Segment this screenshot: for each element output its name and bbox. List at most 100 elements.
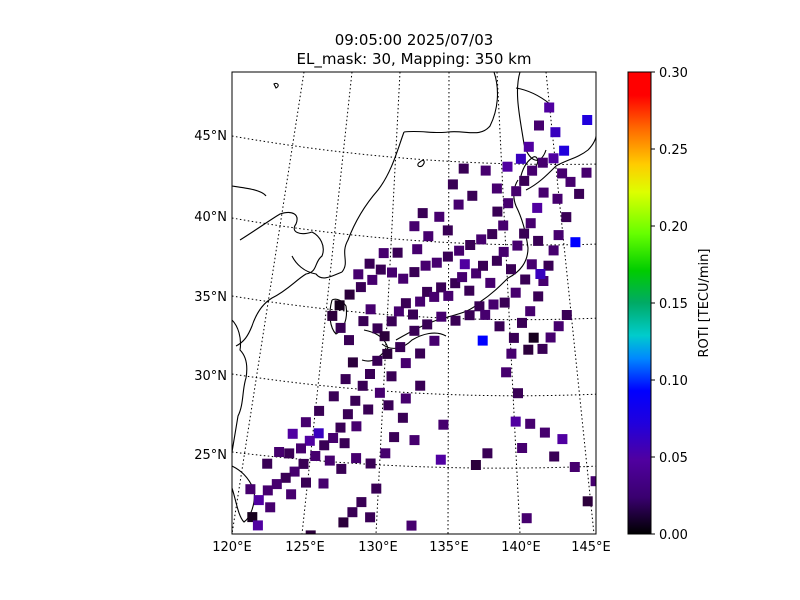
roti-point [510,416,521,427]
roti-point [262,485,273,496]
roti-point [550,127,561,138]
roti-point [474,301,485,312]
roti-point [417,208,428,219]
roti-point [487,229,498,240]
roti-point [245,484,256,495]
roti-point [347,357,358,368]
roti-point [252,520,263,531]
roti-point [492,206,503,217]
roti-point [517,317,527,328]
roti-point [533,235,544,246]
roti-point [581,167,592,178]
roti-point [561,212,572,223]
roti-point [523,141,534,152]
roti-point [305,530,316,534]
roti-point [412,244,423,255]
roti-point [438,419,449,430]
roti-point [527,165,538,176]
roti-point [318,478,329,489]
roti-point [548,153,559,164]
roti-point [480,165,491,176]
roti-point [367,274,378,285]
roti-point [363,404,374,415]
colorbar: 0.00 0.05 0.10 0.15 0.20 0.25 0.30 ROTI … [627,66,712,543]
roti-point [286,489,297,500]
roti-point [339,438,350,449]
roti-point [395,342,406,353]
roti-point [434,211,445,222]
colorbar-tick-label: 0.00 [659,528,688,543]
roti-point [506,264,516,275]
roti-point [494,321,505,332]
roti-point [397,412,408,423]
roti-point [387,267,397,278]
roti-point [344,289,355,300]
roti-point [515,153,526,164]
roti-point [400,358,411,369]
roti-point [304,435,315,446]
roti-point [342,409,353,420]
roti-point [351,421,362,432]
roti-point [392,247,403,258]
roti-point [537,343,548,354]
x-tick-label: 120°E [212,540,252,555]
colorbar-tick-label: 0.20 [659,220,688,235]
x-tick-labels: 120°E 125°E 130°E 135°E 140°E 145°E [212,540,611,555]
roti-point [372,323,383,334]
roti-point [525,306,536,317]
roti-point [415,380,426,391]
roti-point [375,264,386,275]
roti-point [582,115,593,125]
roti-point [409,221,420,232]
roti-point [512,240,523,251]
roti-point [480,309,491,320]
roti-point [548,245,559,256]
roti-point [406,520,417,531]
roti-point [351,453,362,464]
roti-point [310,451,321,461]
roti-point [482,448,493,459]
roti-point [431,257,442,268]
roti-point [528,332,539,343]
roti-point [374,387,385,398]
roti-point [355,282,366,293]
y-tick-label: 35°N [194,290,227,305]
roti-point [344,335,354,346]
roti-point [415,348,426,359]
roti-point [357,380,368,391]
roti-point [447,179,458,190]
roti-point [336,463,347,474]
roti-point [557,168,568,179]
roti-point [365,458,376,469]
roti-point [301,477,311,488]
roti-point [582,496,593,507]
roti-point [372,355,383,366]
roti-point [539,427,550,438]
colorbar-gradient [627,71,652,535]
roti-point [436,282,447,293]
roti-point [356,497,367,508]
roti-point [422,286,433,297]
roti-point [429,335,440,346]
roti-point [319,440,330,451]
roti-point [324,455,335,466]
roti-point [347,507,358,518]
roti-point [491,255,502,266]
roti-point [498,246,509,257]
roti-point [450,315,461,326]
roti-point [422,319,433,330]
roti-point [334,300,345,311]
chart-title-params: EL_mask: 30, Mapping: 350 km [296,50,532,68]
roti-point [327,310,338,321]
roti-point [485,277,496,288]
roti-point [525,218,536,229]
roti-point [464,310,475,321]
roti-point [477,335,488,346]
x-tick-label: 130°E [358,540,398,555]
roti-point [503,198,514,209]
roti-point [335,422,346,433]
y-tick-labels: 25°N 30°N 35°N 40°N 45°N [194,129,227,463]
roti-point [543,260,554,271]
roti-point [523,344,534,355]
roti-point [511,186,522,197]
